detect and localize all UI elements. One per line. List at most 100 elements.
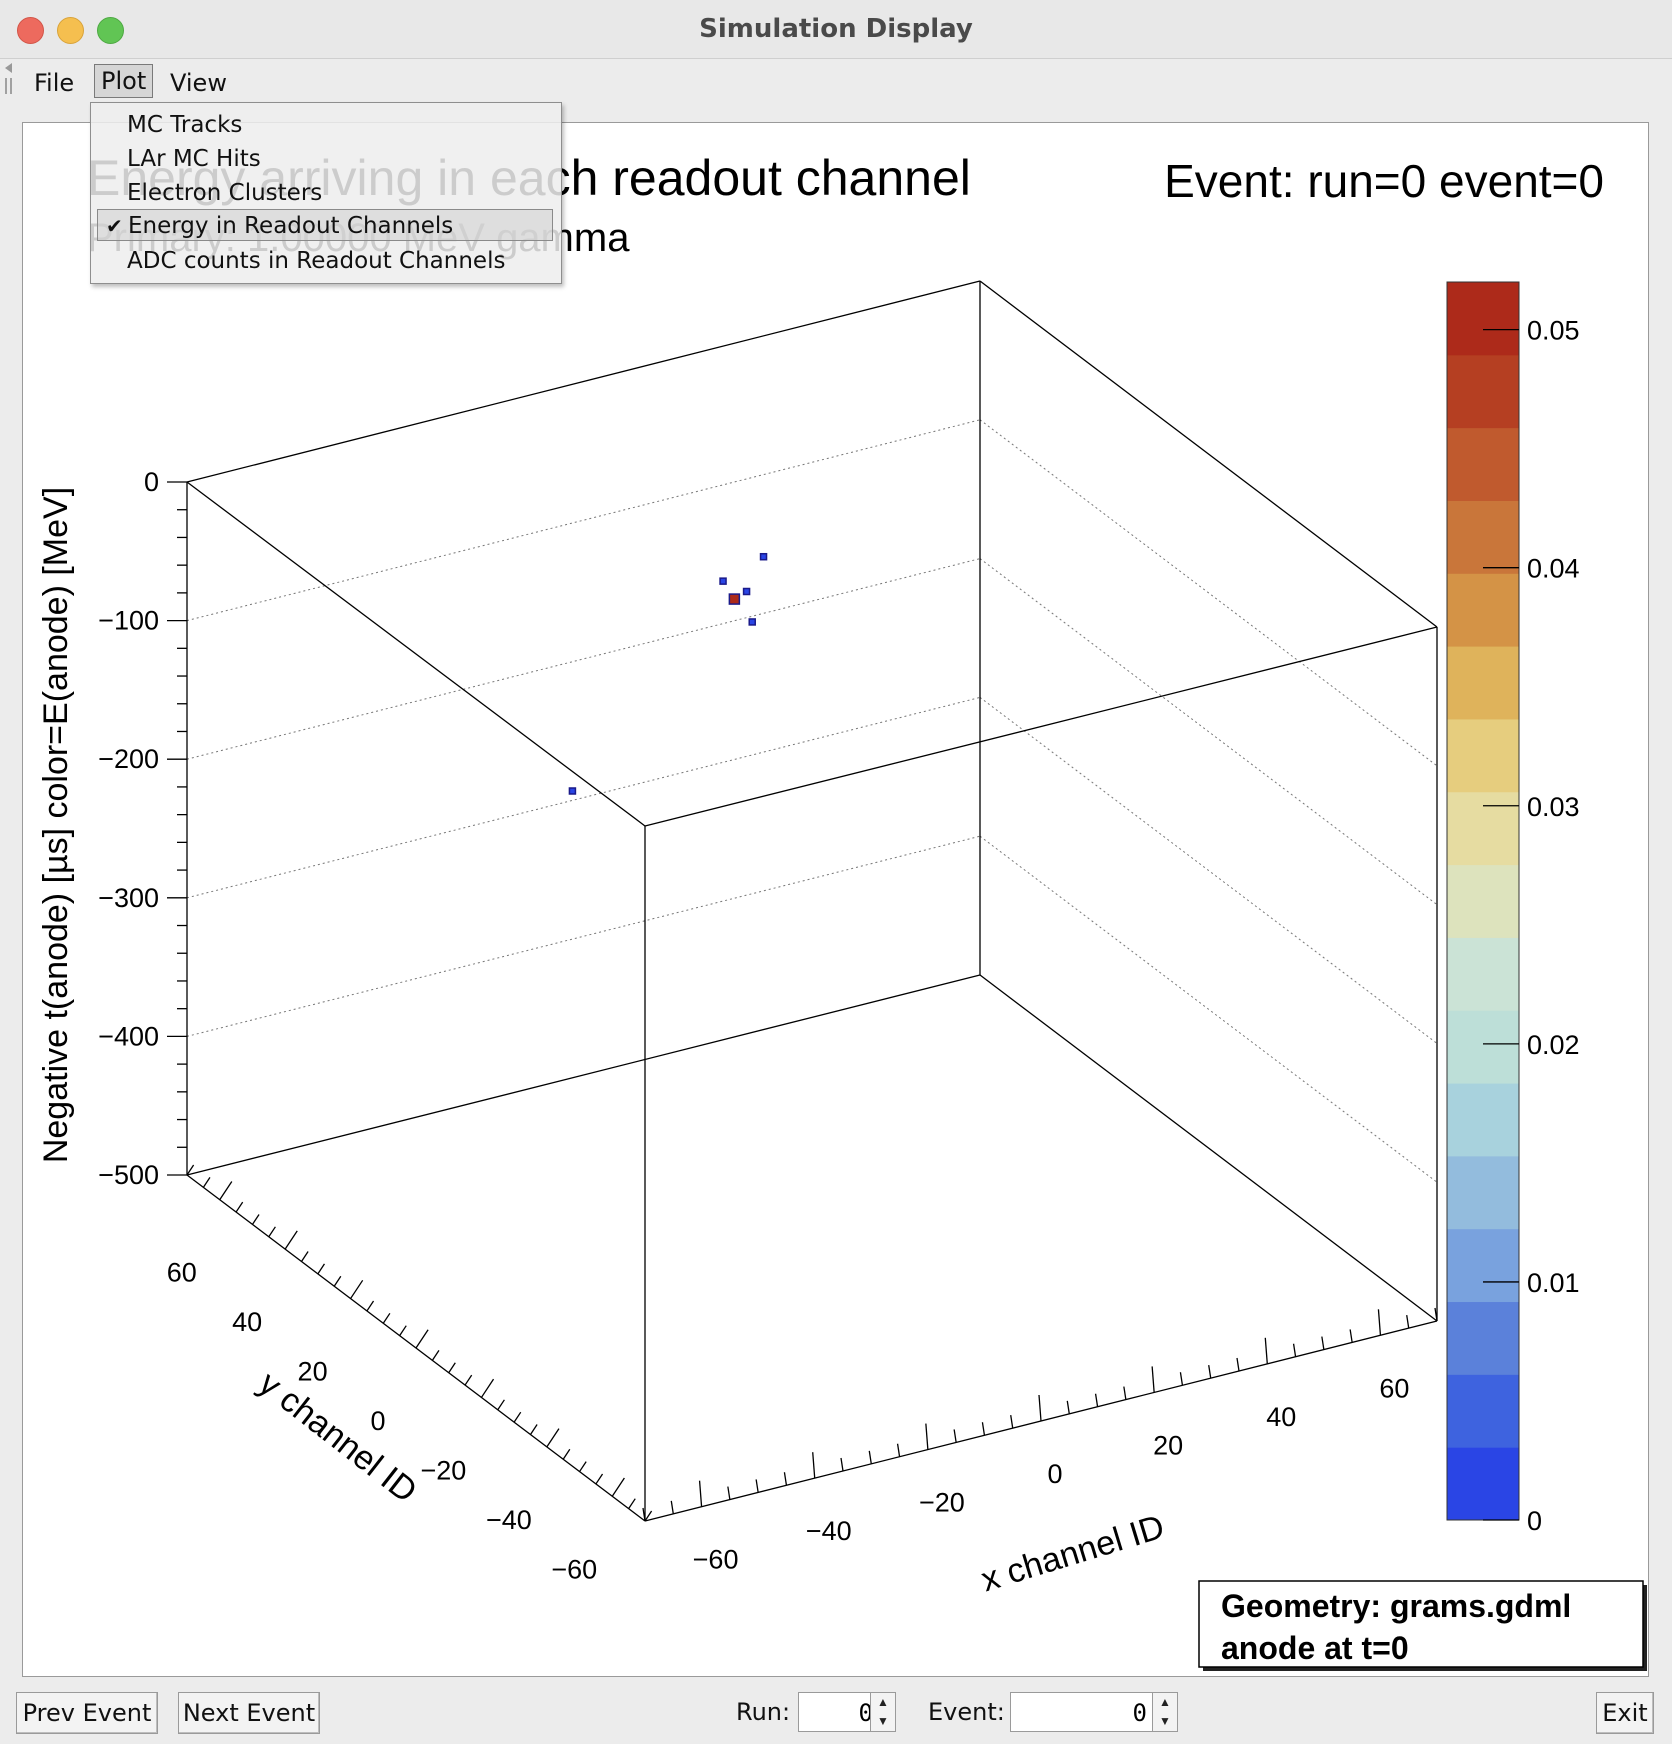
colorbar-segment: [1447, 1155, 1519, 1230]
y-axis-tick: [546, 1428, 560, 1448]
x-axis-tick: [1434, 1307, 1438, 1322]
window-title: Simulation Display: [699, 14, 973, 44]
y-tick-label: −40: [486, 1505, 532, 1535]
x-axis-tick: [1377, 1309, 1382, 1336]
grid-line-back-right: [979, 419, 1438, 767]
menu-bar: File Plot View: [0, 59, 1672, 105]
y-axis-tick: [350, 1279, 364, 1299]
x-axis-tick: [1038, 1394, 1042, 1422]
x-tick-label: −40: [806, 1516, 852, 1546]
z-tick-label: −400: [98, 1021, 159, 1051]
geometry-label: Geometry: grams.gdml: [1221, 1588, 1571, 1624]
minimize-window-button[interactable]: [57, 17, 84, 44]
colorbar-tick-label: 0: [1527, 1506, 1542, 1536]
run-stepper[interactable]: ▲ ▼: [870, 1692, 896, 1732]
y-axis-tick: [497, 1399, 505, 1411]
x-axis-tick: [812, 1452, 816, 1479]
grid-line-back-left: [186, 835, 981, 1037]
cube-edge: [186, 974, 981, 1176]
grid-line-back-right: [979, 558, 1438, 905]
z-tick-label: 0: [144, 467, 159, 497]
y-axis-tick: [202, 1177, 211, 1188]
title-bar: Simulation Display: [0, 0, 1672, 59]
y-axis-tick: [595, 1473, 604, 1485]
left-dock-handle[interactable]: [2, 60, 16, 1660]
x-axis-tick: [1066, 1400, 1070, 1414]
x-tick-label: −60: [693, 1545, 739, 1575]
y-axis-tick: [333, 1275, 342, 1287]
plot-menu-item-mc-tracks[interactable]: MC Tracks: [97, 109, 553, 141]
plot-canvas[interactable]: 0 −100 −200 −300 −400 −500 −60 −40 −20 0 20 40 60 −60…: [22, 122, 1649, 1677]
colorbar-segment: [1447, 500, 1519, 574]
y-axis-tick: [186, 1164, 195, 1176]
cube-edge: [979, 280, 1438, 628]
x-axis-tick: [1010, 1415, 1014, 1429]
x-axis-tick: [896, 1443, 901, 1457]
y-tick-label: −60: [551, 1554, 597, 1584]
colorbar-segment: [1447, 864, 1519, 938]
menu-file[interactable]: File: [34, 69, 75, 97]
colorbar-segment: [1447, 1083, 1519, 1157]
grid-line-back-left: [186, 558, 981, 760]
colorbar-segment: [1447, 646, 1519, 720]
prev-event-button[interactable]: Prev Event: [16, 1692, 158, 1734]
x-axis-tick: [1094, 1393, 1099, 1407]
x-axis-tick: [868, 1450, 872, 1464]
menu-plot[interactable]: Plot: [94, 64, 154, 98]
z-tick-label: −100: [98, 606, 159, 636]
stepper-down-icon[interactable]: ▼: [877, 1714, 889, 1728]
grid-line-back-right: [979, 835, 1438, 1183]
colorbar-tick-label: 0.03: [1527, 792, 1580, 822]
x-axis-tick: [642, 1507, 646, 1522]
menu-view[interactable]: View: [170, 69, 227, 97]
plot-svg: 0−100−200−300−400−500−60−40−200204060−60…: [37, 150, 1647, 1671]
bottom-toolbar: Prev Event Next Event Run: 0 ▲ ▼ Event: 0…: [0, 1680, 1672, 1744]
y-axis-tick: [513, 1411, 522, 1423]
stepper-up-icon[interactable]: ▲: [1159, 1695, 1171, 1709]
x-axis-tick: [755, 1479, 759, 1493]
next-event-button[interactable]: Next Event: [178, 1692, 320, 1734]
geometry-box: [1198, 1580, 1644, 1668]
plot-menu-item-label: Electron Clusters: [127, 180, 323, 206]
y-axis-tick: [628, 1498, 636, 1510]
y-axis-tick: [415, 1329, 429, 1349]
zoom-window-button[interactable]: [97, 17, 124, 44]
plot-menu-item-energy-readout[interactable]: ✔ Energy in Readout Channels: [97, 209, 553, 241]
colorbar-segment: [1447, 573, 1519, 647]
plot-menu-item-label: ADC counts in Readout Channels: [127, 248, 506, 274]
colorbar-tick-label: 0.04: [1527, 554, 1580, 584]
event-input[interactable]: 0: [1010, 1692, 1156, 1732]
run-input[interactable]: 0: [798, 1692, 882, 1732]
x-axis-tick: [840, 1457, 844, 1472]
x-axis-tick: [783, 1472, 788, 1486]
y-axis-tick: [529, 1424, 538, 1435]
cube-edge: [186, 481, 646, 827]
hit-marker: [728, 593, 741, 605]
colorbar-tick-label: 0.05: [1527, 316, 1580, 346]
z-tick-label: −500: [98, 1160, 159, 1190]
event-stepper[interactable]: ▲ ▼: [1152, 1692, 1178, 1732]
x-tick-label: 20: [1153, 1430, 1183, 1460]
colorbar-segment: [1447, 1447, 1519, 1521]
plot-menu-item-electron-clusters[interactable]: Electron Clusters: [97, 177, 553, 209]
y-axis-tick: [235, 1201, 244, 1213]
plot-menu-item-adc-counts[interactable]: ADC counts in Readout Channels: [97, 245, 553, 277]
y-axis-tick: [464, 1374, 473, 1386]
close-window-button[interactable]: [17, 17, 44, 44]
y-axis-tick: [480, 1378, 495, 1398]
exit-button[interactable]: Exit: [1596, 1692, 1654, 1734]
y-axis-tick: [300, 1251, 309, 1262]
x-tick-label: 0: [1047, 1459, 1062, 1489]
anode-label: anode at t=0: [1221, 1630, 1409, 1666]
x-axis-tick: [925, 1423, 929, 1450]
y-axis-tick: [644, 1510, 653, 1522]
x-axis-tick: [953, 1429, 957, 1443]
stepper-down-icon[interactable]: ▼: [1159, 1714, 1171, 1728]
y-axis-tick: [284, 1230, 298, 1250]
plot-menu-item-lar-mc-hits[interactable]: LAr MC Hits: [97, 143, 553, 175]
stepper-up-icon[interactable]: ▲: [877, 1695, 889, 1709]
colorbar-segment: [1447, 937, 1519, 1011]
x-tick-label: 60: [1379, 1373, 1409, 1403]
x-axis-tick: [1264, 1337, 1268, 1364]
plot-menu-item-label: Energy in Readout Channels: [128, 213, 454, 239]
